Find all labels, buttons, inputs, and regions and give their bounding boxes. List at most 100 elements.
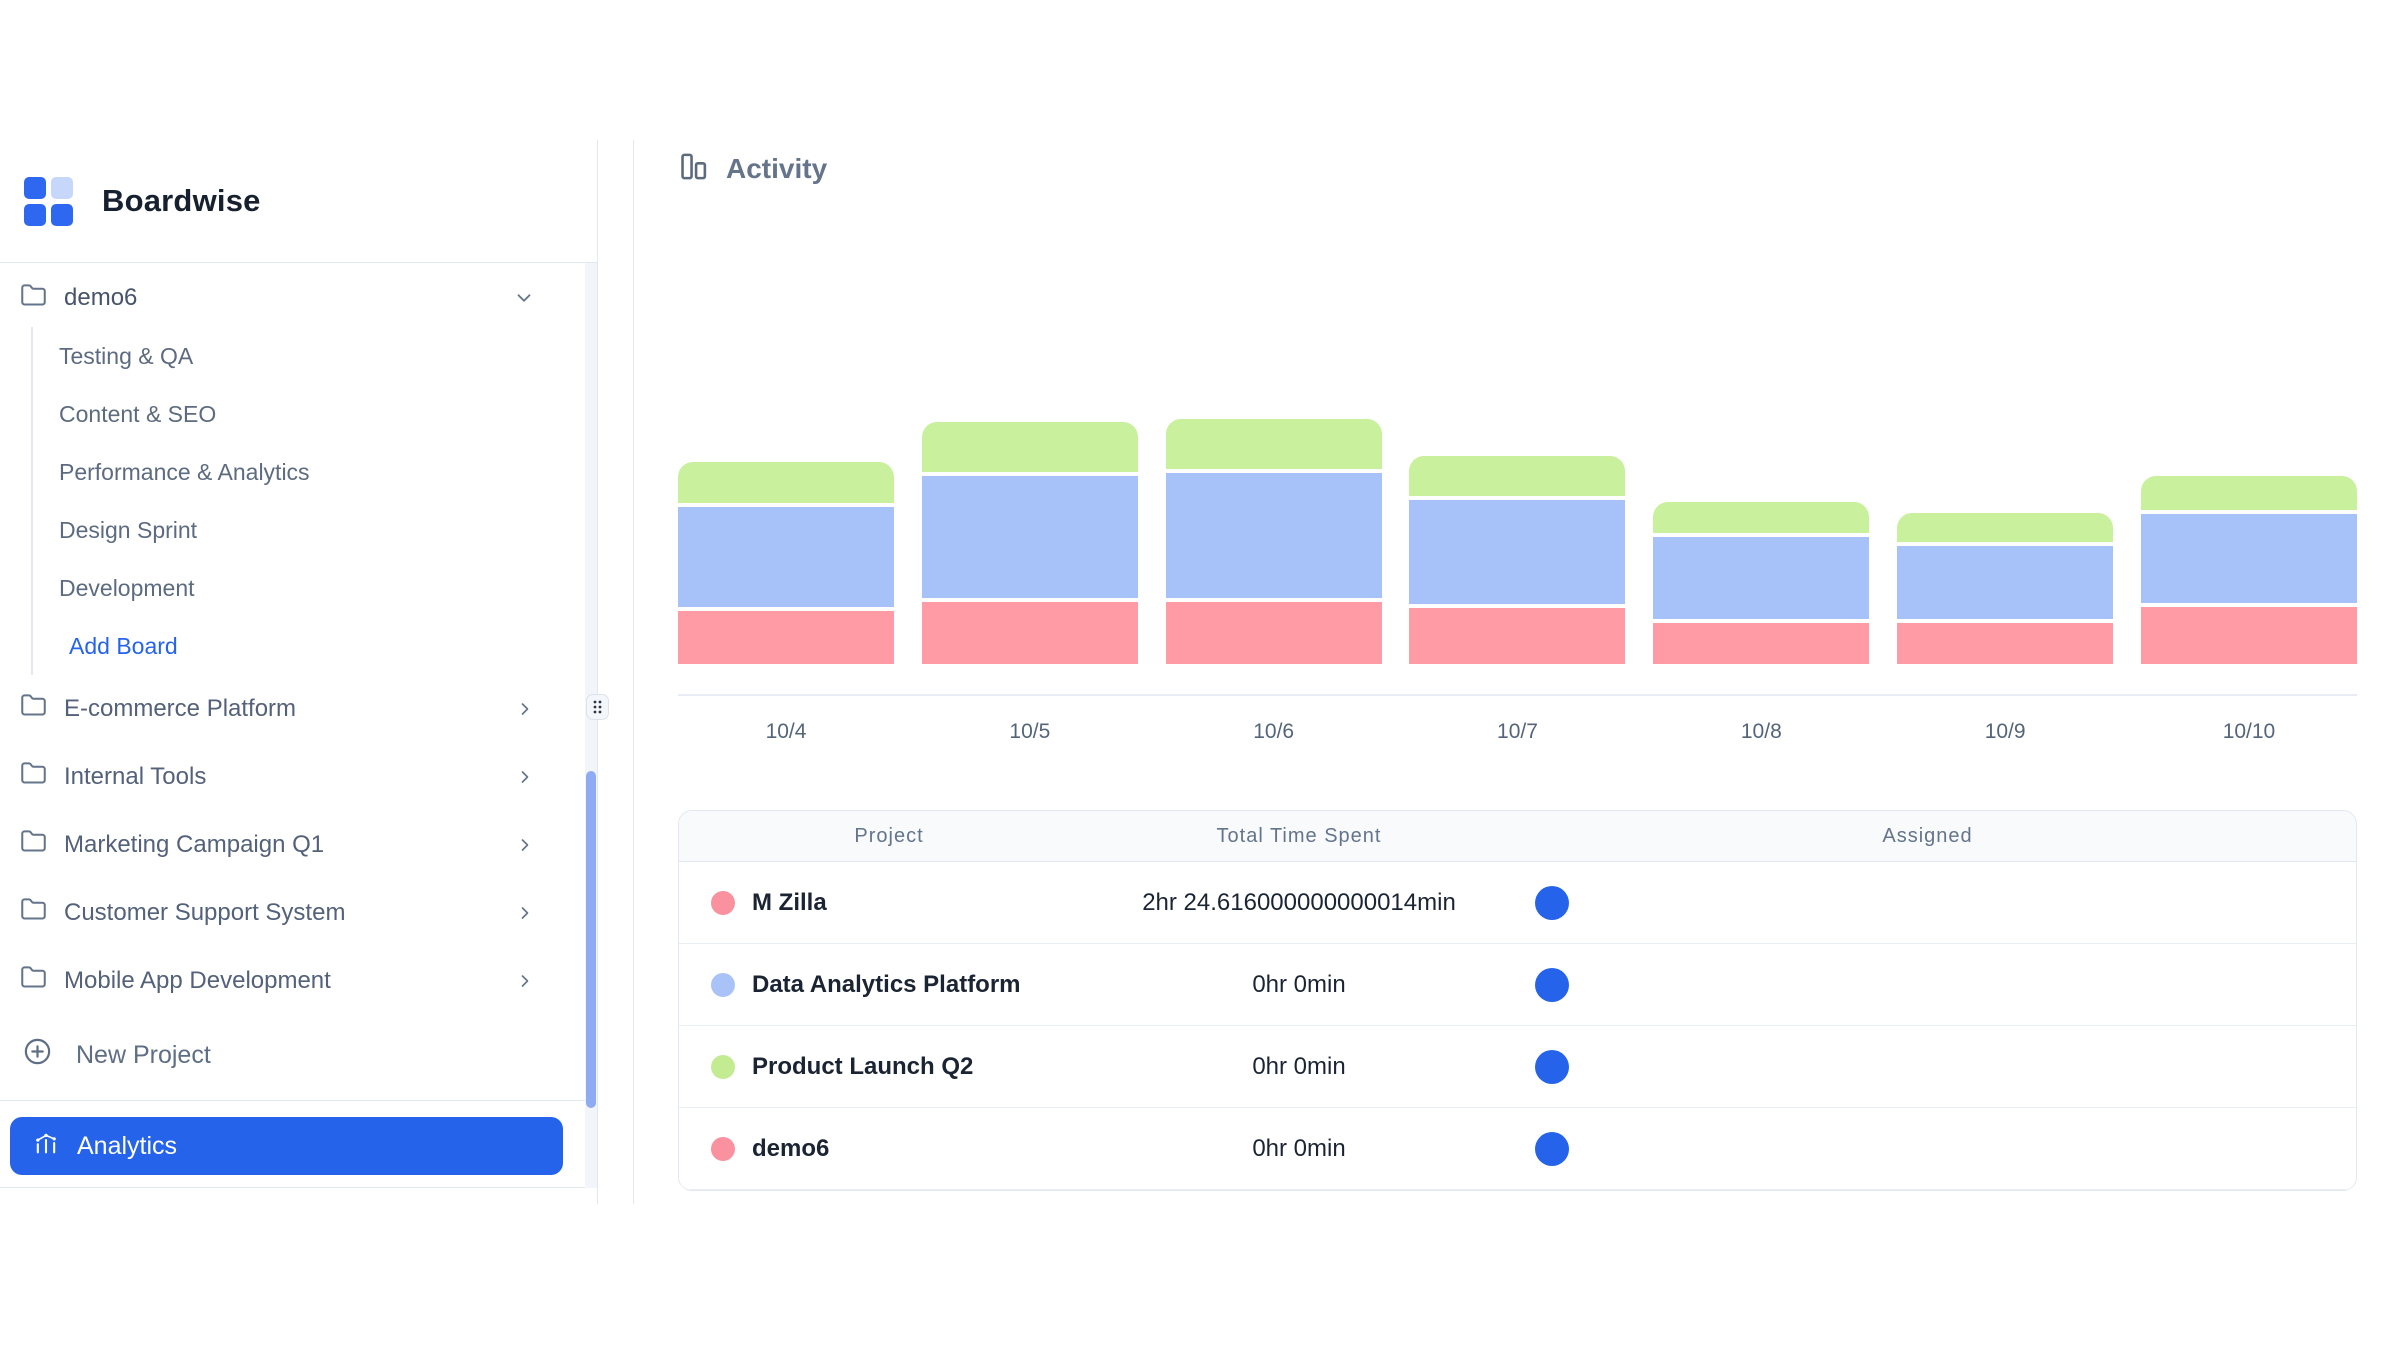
table-body: M Zilla 2hr 24.616000000000014min Data A… [679,862,2356,1190]
project-cell: M Zilla [679,862,1099,943]
sidebar-project-folder[interactable]: Internal Tools [0,743,597,811]
x-axis-tick-label: 10/5 [1009,720,1051,743]
project-folder-list: E-commerce Platform Internal Tools Marketi… [0,675,597,1010]
board-item[interactable]: Performance & Analytics [59,458,310,485]
project-group-label: demo6 [64,284,138,311]
brand-title: Boardwise [102,183,261,218]
assignee-avatar[interactable] [1535,967,1569,1002]
stacked-bar-10/9[interactable] [1897,417,2114,664]
x-axis-line [678,694,2357,696]
project-folder-label: Internal Tools [64,763,207,790]
time-spent-value: 0hr 0min [1252,1134,1346,1162]
table-row[interactable]: M Zilla 2hr 24.616000000000014min [679,862,2356,944]
folder-icon [20,760,47,794]
bar-chart-icon [678,151,709,187]
bar-segment-data-analytics-platform [1409,500,1626,604]
logo-square [51,204,73,226]
sidebar-project-folder[interactable]: Mobile App Development [0,947,597,1010]
assignee-avatar[interactable] [1535,1049,1569,1084]
time-spent-value: 2hr 24.616000000000014min [1142,888,1456,916]
project-color-dot [711,1136,735,1161]
projects-time-table: Project Total Time Spent Assigned M Zill… [678,810,2357,1191]
table-row[interactable]: Product Launch Q2 0hr 0min [679,1026,2356,1108]
project-color-dot [711,1054,735,1079]
stacked-bar-10/7[interactable] [1409,417,1626,664]
board-item[interactable]: Design Sprint [59,516,198,543]
bar-segment-product-launch-q2 [1653,502,1870,533]
project-folder-label: E-commerce Platform [64,695,297,722]
analytics-button[interactable]: Analytics [10,1117,563,1175]
time-spent-cell: 0hr 0min [1099,1026,1499,1107]
boardwise-logo-icon [24,177,73,226]
x-axis-tick-label: 10/4 [765,720,807,743]
project-name: Product Launch Q2 [752,1052,974,1080]
stacked-bar-10/6[interactable] [1165,417,1382,664]
chevron-right-icon [515,971,535,991]
plus-circle-icon [22,1036,53,1074]
analytics-chart-icon [32,1129,60,1164]
bar-segment-data-analytics-platform [1165,473,1382,598]
folder-icon [20,964,47,998]
project-folder-label: Marketing Campaign Q1 [64,831,325,858]
project-cell: Product Launch Q2 [679,1026,1099,1107]
x-axis-tick-label: 10/6 [1253,720,1295,743]
x-axis-labels: 10/4 10/5 10/6 10/7 10/8 10/9 10/10 [678,720,2357,744]
board-item[interactable]: Content & SEO [59,400,217,427]
sidebar-project-folder[interactable]: E-commerce Platform [0,675,597,743]
assignee-avatar[interactable] [1535,885,1569,920]
logo-square [51,177,73,199]
sidebar-item-demo6[interactable]: demo6 [0,269,597,327]
bar-segment-product-launch-q2 [2140,476,2357,510]
chevron-down-icon[interactable] [513,287,535,309]
table-header-row: Project Total Time Spent Assigned [679,811,2356,862]
board-item[interactable]: Testing & QA [59,342,194,369]
assigned-cell [1499,862,2356,943]
add-board-button[interactable]: Add Board [69,632,178,659]
project-folder-label: Mobile App Development [64,967,331,994]
sidebar-resize-grip-icon[interactable] [586,694,609,720]
time-spent-value: 0hr 0min [1252,970,1346,998]
folder-icon [20,828,47,862]
bar-segment-m-zilla [2140,607,2357,664]
sidebar-project-folder[interactable]: Marketing Campaign Q1 [0,811,597,879]
stacked-bar-10/10[interactable] [2140,417,2357,664]
stacked-bar-10/4[interactable] [678,417,894,664]
boards-scroll-area: demo6 Testing & QA Content & SEO Performan… [0,263,597,1010]
bar-segment-data-analytics-platform [2140,514,2357,603]
assignee-avatar[interactable] [1535,1131,1569,1166]
page-title: Activity [726,153,828,184]
project-name: Data Analytics Platform [752,970,1021,998]
bar-segment-m-zilla [1653,623,1870,664]
bar-segment-product-launch-q2 [1409,456,1626,496]
time-spent-cell: 0hr 0min [1099,1108,1499,1189]
column-header-total-time: Total Time Spent [1216,824,1382,847]
table-row[interactable]: demo6 0hr 0min [679,1108,2356,1190]
assigned-cell [1499,1108,2356,1189]
bar-segment-m-zilla [1165,602,1382,664]
sidebar: Boardwise demo6 Testing & QA Content & SE… [0,140,597,1188]
table-row[interactable]: Data Analytics Platform 0hr 0min [679,944,2356,1026]
folder-icon [20,896,47,930]
activity-header: Activity [678,148,2400,190]
column-header-assigned: Assigned [1882,824,1973,847]
bar-segment-m-zilla [678,611,894,664]
new-project-label: New Project [76,1040,211,1069]
bar-segment-product-launch-q2 [1897,513,2114,542]
new-project-button[interactable]: New Project [0,1010,597,1101]
x-axis-tick-label: 10/10 [2222,720,2276,743]
folder-icon [20,282,47,314]
chevron-right-icon [515,767,535,787]
brand-header: Boardwise [0,140,597,263]
x-axis-tick-label: 10/7 [1497,720,1538,743]
board-item[interactable]: Development [59,574,195,601]
chevron-right-icon [515,903,535,923]
stacked-bar-10/8[interactable] [1653,417,1870,664]
chevron-right-icon [515,835,535,855]
stacked-bar-10/5[interactable] [921,417,1138,664]
assigned-cell [1499,1026,2356,1107]
project-color-dot [711,890,735,915]
project-color-dot [711,972,735,997]
sidebar-project-folder[interactable]: Customer Support System [0,879,597,947]
sidebar-scrollbar-thumb[interactable] [586,771,596,1108]
